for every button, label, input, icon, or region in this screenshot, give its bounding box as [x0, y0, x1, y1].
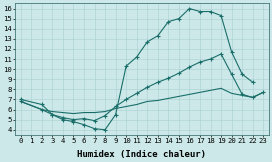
X-axis label: Humidex (Indice chaleur): Humidex (Indice chaleur) [78, 150, 206, 159]
